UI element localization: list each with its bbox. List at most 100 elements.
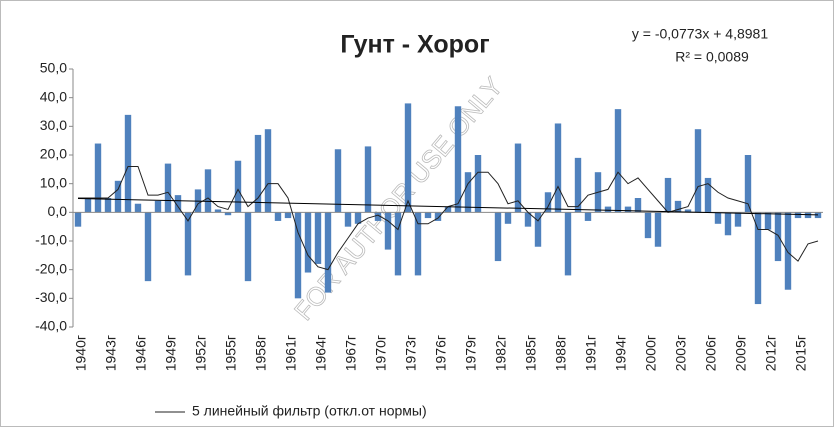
bar [344, 212, 352, 227]
x-tick-label: 1982г [493, 335, 509, 371]
y-tick-label: 20,0 [40, 146, 67, 162]
bar [384, 212, 392, 250]
x-tick-label: 1985г [523, 335, 539, 371]
x-tick-label: 2006г [703, 335, 719, 371]
bar [364, 146, 372, 213]
bar [444, 206, 452, 213]
bar [754, 212, 762, 305]
bar [374, 212, 382, 221]
bar [424, 212, 432, 219]
bar [394, 212, 402, 276]
x-tick-label: 2012г [763, 335, 779, 371]
bar [714, 212, 722, 224]
x-tick-label: 1949г [163, 335, 179, 371]
bar [664, 177, 672, 213]
bar [84, 198, 92, 213]
y-tick-label: 30,0 [40, 117, 67, 133]
bar [654, 212, 662, 247]
x-tick-label: 1946г [133, 335, 149, 371]
bar [154, 200, 162, 213]
y-tick-label: 40,0 [40, 88, 67, 104]
y-tick-label: -40,0 [35, 318, 67, 334]
bar [244, 212, 252, 282]
bar [174, 195, 182, 213]
x-tick-label: 2015г [793, 335, 809, 371]
bar [794, 212, 802, 219]
x-tick-label: 1979г [463, 335, 479, 371]
bar [734, 212, 742, 227]
bar [674, 200, 682, 213]
y-tick-label: 50,0 [40, 60, 67, 76]
bar [614, 109, 622, 213]
bar [694, 129, 702, 213]
bar [554, 123, 562, 213]
bar [684, 209, 692, 213]
bar [264, 129, 272, 213]
x-tick-label: 1976г [433, 335, 449, 371]
chart-title: Гунт - Хорог [340, 31, 489, 59]
x-tick-label: 1958г [253, 335, 269, 371]
bar [454, 106, 462, 213]
bar [414, 212, 422, 276]
bar [74, 212, 82, 227]
x-tick-label: 1973г [403, 335, 419, 371]
bar [104, 198, 112, 213]
bar [604, 206, 612, 213]
trend-r2: R² = 0,0089 [675, 49, 749, 65]
bar [494, 212, 502, 262]
bar [524, 212, 532, 227]
bar [514, 143, 522, 213]
bar [634, 198, 642, 213]
x-tick-label: 1940г [73, 335, 89, 371]
x-tick-label: 2003г [673, 335, 689, 371]
bar [584, 212, 592, 221]
bar [474, 155, 482, 213]
bar [354, 212, 362, 224]
bar [744, 155, 752, 213]
bar [804, 212, 812, 219]
x-tick-label: 1991г [583, 335, 599, 371]
bar [544, 192, 552, 213]
x-tick-label: 1988г [553, 335, 569, 371]
bar [814, 212, 822, 219]
x-tick-label: 1955г [223, 335, 239, 371]
bar [464, 172, 472, 213]
bar [304, 212, 312, 273]
legend-label: 5 линейный фильтр (откл.от нормы) [192, 403, 427, 419]
bar [624, 206, 632, 213]
bar [774, 212, 782, 262]
x-tick-label: 1943г [103, 335, 119, 371]
x-tick-label: 1967г [343, 335, 359, 371]
y-tick-label: 0,0 [48, 203, 68, 219]
bar [334, 149, 342, 213]
bar [254, 134, 262, 213]
y-tick-label: -10,0 [35, 232, 67, 248]
bar [434, 212, 442, 221]
bar [114, 180, 122, 213]
bar [184, 212, 192, 276]
bar [284, 212, 292, 219]
bar [294, 212, 302, 299]
x-tick-label: 1961г [283, 335, 299, 371]
bar [94, 143, 102, 213]
bar [314, 212, 322, 264]
bar [234, 160, 242, 213]
x-tick-label: 1994г [613, 335, 629, 371]
bar [644, 212, 652, 239]
y-tick-label: 10,0 [40, 174, 67, 190]
bar [404, 103, 412, 213]
bar [224, 212, 232, 216]
bar [324, 212, 332, 293]
bar [704, 177, 712, 213]
bar [204, 169, 212, 213]
x-tick-label: 2000г [643, 335, 659, 371]
bar [124, 114, 132, 213]
trend-line [77, 198, 819, 216]
bar [214, 209, 222, 213]
bar [534, 212, 542, 247]
bar [504, 212, 512, 224]
bar [724, 212, 732, 236]
x-tick-label: 1970г [373, 335, 389, 371]
x-tick-label: 2009г [733, 335, 749, 371]
bar [764, 212, 772, 230]
